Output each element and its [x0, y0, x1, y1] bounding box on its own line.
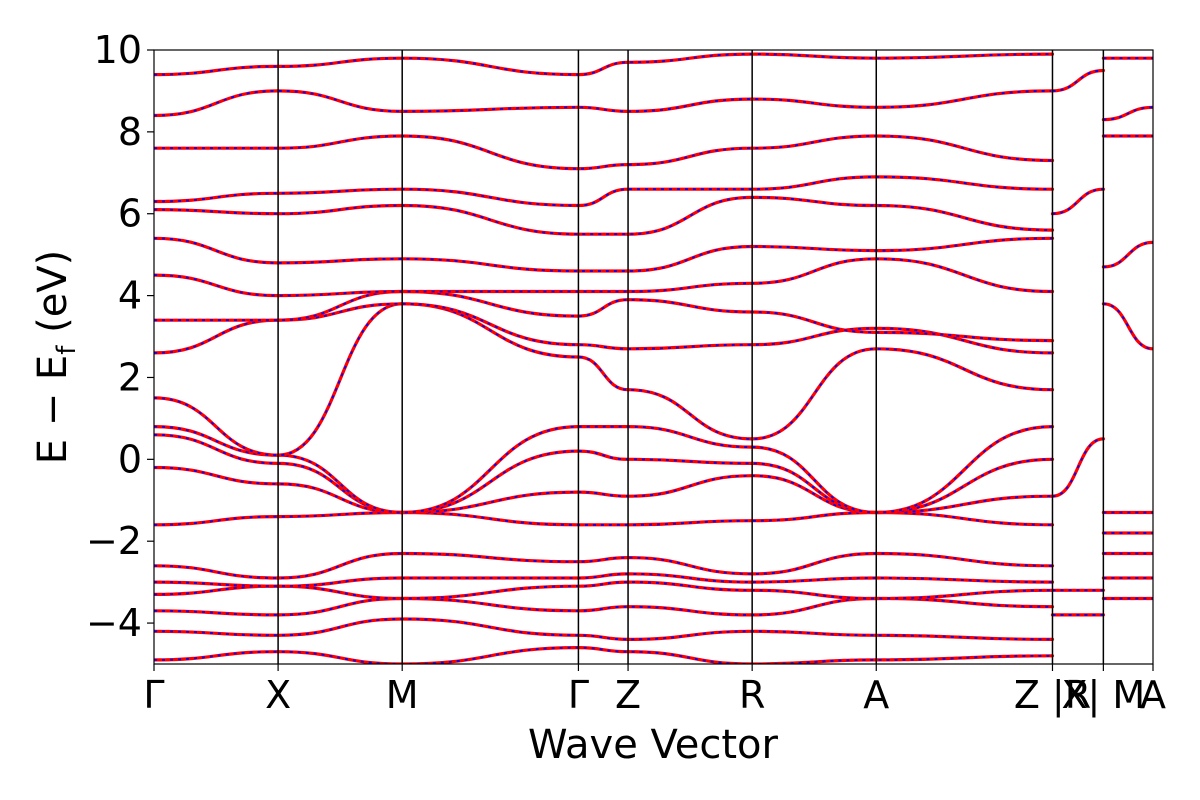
y-tick-label: 2	[118, 355, 142, 399]
band-line	[154, 433, 1055, 515]
plot-frame	[153, 49, 1154, 665]
x-tick-label: X| M	[1062, 673, 1146, 718]
band-line	[154, 645, 1055, 664]
y-axis-label: E − Ef (eV)	[30, 250, 82, 465]
band-line	[1101, 302, 1153, 351]
y-tick-label: −4	[86, 601, 142, 645]
band-line	[1050, 187, 1105, 216]
x-tick-label: Z |R	[1014, 673, 1091, 718]
y-tick-label: 6	[118, 192, 142, 236]
x-tick-label: A	[1140, 673, 1166, 717]
x-tick-label: M	[386, 673, 419, 717]
band-line	[154, 302, 1055, 355]
band-line-overlay	[1052, 438, 1104, 498]
band-line	[154, 195, 1055, 236]
y-axis-label-main: E − E	[30, 355, 76, 465]
y-axis-label-unit: (eV)	[30, 250, 76, 346]
band-line	[1101, 240, 1153, 269]
kpoint-lines	[277, 50, 1105, 664]
band-line	[154, 617, 1055, 642]
band-line	[154, 89, 1055, 118]
x-axis-label: Wave Vector	[528, 722, 779, 768]
band-line-overlay	[154, 302, 1053, 457]
band-line-overlay	[154, 53, 1053, 76]
band-line-overlay	[1103, 241, 1153, 268]
y-tick-label: 0	[118, 437, 142, 481]
band-line-overlay	[154, 196, 1053, 236]
band-line-overlay	[154, 135, 1053, 170]
band-line-overlay	[154, 237, 1053, 272]
band-line	[154, 510, 1055, 527]
x-tick-label: Γ	[568, 673, 589, 717]
band-line-overlay	[154, 175, 1053, 207]
band-line-overlay	[154, 89, 1053, 117]
y-tick-label: 10	[94, 28, 142, 72]
x-tick-label: X	[265, 673, 291, 717]
x-tick-label: R	[739, 673, 765, 717]
band-line-overlay	[154, 425, 1053, 514]
y-tick-label: −2	[86, 519, 142, 563]
band-line-overlay	[1052, 69, 1104, 92]
y-tick-label: 4	[118, 274, 142, 318]
band-line	[154, 425, 1055, 515]
band-line-overlay	[154, 290, 1053, 342]
band-line-overlay	[154, 433, 1053, 514]
band-line	[1050, 68, 1105, 93]
x-tick-label: Z	[615, 673, 641, 717]
band-line	[154, 134, 1055, 171]
band-line-overlay	[154, 511, 1053, 526]
band-line	[154, 596, 1055, 617]
band-line-overlay	[1103, 106, 1153, 121]
y-axis-ticks: −4 −2 0 2 4 6 8 10	[86, 28, 154, 645]
band-line	[154, 175, 1055, 208]
band-line-overlay	[154, 572, 1053, 588]
y-axis-label-subscript: f	[52, 345, 82, 355]
x-tick-label: A	[863, 673, 889, 717]
y-tick-label: 8	[118, 110, 142, 154]
x-tick-label: Γ	[143, 673, 164, 717]
band-line	[154, 302, 1055, 457]
band-line-overlay	[154, 466, 1053, 514]
band-line	[154, 236, 1055, 273]
bands-layer	[154, 52, 1153, 664]
